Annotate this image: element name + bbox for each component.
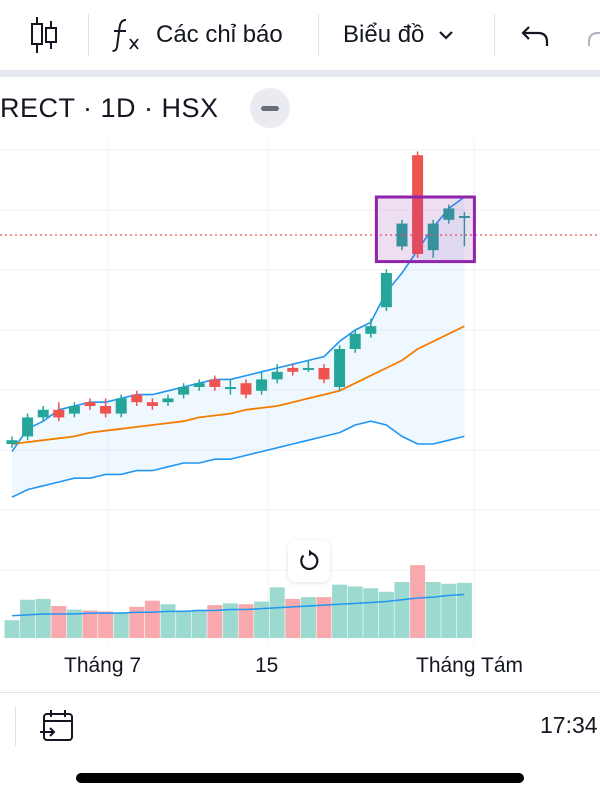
candle-body xyxy=(37,409,49,418)
candle-body xyxy=(318,368,330,380)
volume-bar xyxy=(269,587,285,638)
candle-body xyxy=(334,349,346,387)
fx-icon xyxy=(110,17,142,53)
volume-bar xyxy=(82,610,98,638)
candle-body xyxy=(412,155,424,254)
volume-bar xyxy=(35,598,51,638)
volume-bar xyxy=(144,600,160,638)
x-axis-label: 15 xyxy=(255,654,279,677)
chart-toolbar: Các chỉ báo Biểu đồ xyxy=(0,0,600,70)
volume-bar xyxy=(51,606,67,638)
chart-type-label: Biểu đồ xyxy=(343,21,425,48)
volume-bar xyxy=(456,582,472,638)
candle-body xyxy=(365,326,377,334)
toolbar-shadow xyxy=(0,70,600,77)
collapse-legend-button[interactable] xyxy=(250,88,290,128)
reset-chart-button[interactable] xyxy=(288,540,330,582)
bollinger-fill xyxy=(12,197,465,498)
price-chart[interactable] xyxy=(0,140,600,645)
undo-icon[interactable] xyxy=(520,14,550,56)
candle-body xyxy=(162,398,174,403)
bottom-divider xyxy=(0,692,600,693)
candle-body xyxy=(302,368,314,370)
indicators-button[interactable]: Các chỉ báo xyxy=(110,14,283,56)
indicators-label: Các chỉ báo xyxy=(156,21,283,48)
volume-bar xyxy=(378,591,394,638)
x-axis-label: Tháng Tám xyxy=(416,654,523,677)
candle-body xyxy=(22,417,34,437)
volume-bar xyxy=(316,597,332,638)
volume-bar xyxy=(394,582,410,638)
candle-body xyxy=(68,406,80,414)
volume-bar xyxy=(347,586,363,638)
volume-bar xyxy=(207,605,223,638)
chart-type-button[interactable]: Biểu đồ xyxy=(343,14,454,56)
volume-bar xyxy=(4,620,20,638)
candle-body xyxy=(458,216,470,218)
volume-bar xyxy=(410,565,426,638)
candle-body xyxy=(115,398,127,414)
candle-body xyxy=(380,273,392,308)
session-time: 17:34 xyxy=(540,712,598,738)
toolbar-divider xyxy=(318,14,319,56)
candle-body xyxy=(427,223,439,251)
volume-bar xyxy=(66,609,82,638)
volume-bar xyxy=(191,609,207,638)
volume-bar xyxy=(441,583,457,638)
candle-body xyxy=(193,383,205,387)
volume-bar xyxy=(425,582,441,638)
volume-bar xyxy=(129,606,145,638)
volume-bar xyxy=(254,601,270,638)
volume-bar xyxy=(113,612,129,638)
candle-body xyxy=(349,333,361,349)
chart-grid xyxy=(0,140,600,645)
minus-icon xyxy=(261,105,279,111)
volume-ma-line xyxy=(11,593,465,617)
calendar-goto-icon[interactable] xyxy=(38,708,76,749)
volume-bar xyxy=(363,588,379,638)
volume-bar xyxy=(222,603,238,638)
volume-bar xyxy=(160,604,176,638)
candle-body xyxy=(256,379,268,391)
home-indicator xyxy=(76,773,524,783)
volume-bars xyxy=(4,565,472,638)
candle-body xyxy=(84,402,96,406)
bottom-divider xyxy=(15,706,16,746)
volume-bar xyxy=(98,611,114,638)
volume-bar xyxy=(176,610,192,638)
volume-bar xyxy=(332,584,348,638)
selection-rectangle xyxy=(374,195,476,264)
candle-body xyxy=(178,387,190,395)
candle-body xyxy=(287,368,299,372)
chart-overlay xyxy=(0,195,600,264)
x-axis-label: Tháng 7 xyxy=(64,654,142,677)
chevron-down-icon xyxy=(438,29,454,41)
symbol-legend[interactable]: RECT · 1D · HSX xyxy=(0,92,219,123)
toolbar-divider xyxy=(494,14,495,56)
candle-body xyxy=(53,409,65,418)
candle-body xyxy=(146,402,158,406)
moving-average-line xyxy=(11,325,465,445)
redo-icon[interactable] xyxy=(586,14,600,56)
candle-body xyxy=(100,406,112,414)
candle-body xyxy=(271,371,283,380)
candle-body xyxy=(131,394,143,403)
candle-body xyxy=(209,379,221,387)
volume-bar xyxy=(20,599,36,638)
volume-bar xyxy=(300,597,316,638)
bollinger-lower-line xyxy=(11,420,465,498)
candle-body xyxy=(224,387,236,389)
volume-bar xyxy=(238,604,254,638)
candle-body xyxy=(6,440,18,444)
volume-bar xyxy=(285,598,301,638)
candle-body xyxy=(240,383,252,395)
candles-icon[interactable] xyxy=(28,14,60,56)
reset-icon xyxy=(300,549,319,571)
toolbar-divider xyxy=(88,14,89,56)
candle-body xyxy=(443,208,455,220)
